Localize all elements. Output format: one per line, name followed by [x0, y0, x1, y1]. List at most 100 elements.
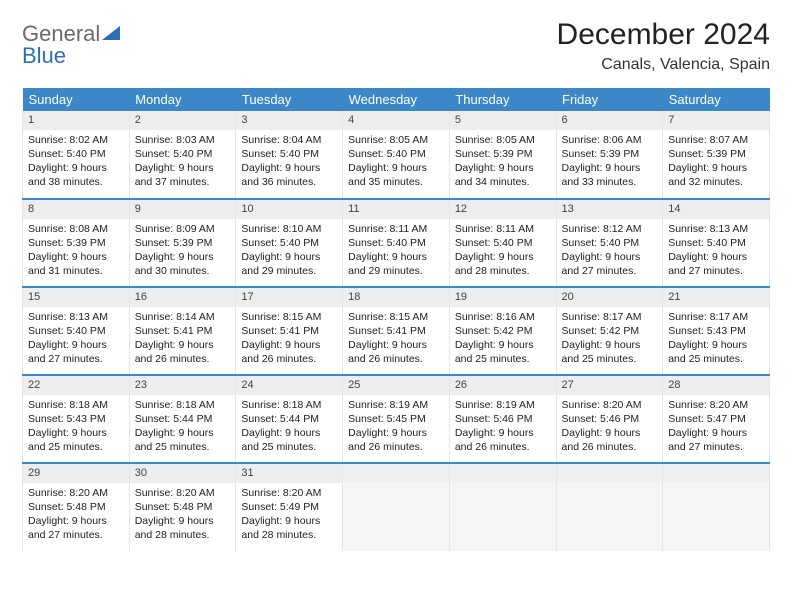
daylight-line: Daylight: 9 hours and 28 minutes.: [241, 514, 337, 542]
sunset-line: Sunset: 5:40 PM: [562, 236, 658, 250]
daylight-line: Daylight: 9 hours and 25 minutes.: [455, 338, 551, 366]
calendar-day-cell: 5Sunrise: 8:05 AMSunset: 5:39 PMDaylight…: [449, 111, 556, 199]
sunset-line: Sunset: 5:41 PM: [135, 324, 231, 338]
day-details: Sunrise: 8:07 AMSunset: 5:39 PMDaylight:…: [663, 130, 769, 194]
sunrise-line: Sunrise: 8:08 AM: [28, 222, 124, 236]
daylight-line: Daylight: 9 hours and 27 minutes.: [28, 514, 124, 542]
day-number: 6: [557, 111, 663, 130]
calendar-day-cell: 20Sunrise: 8:17 AMSunset: 5:42 PMDayligh…: [556, 287, 663, 375]
day-number: [557, 464, 663, 481]
sunrise-line: Sunrise: 8:18 AM: [135, 398, 231, 412]
sunrise-line: Sunrise: 8:18 AM: [241, 398, 337, 412]
sunrise-line: Sunrise: 8:07 AM: [668, 133, 764, 147]
day-details: Sunrise: 8:17 AMSunset: 5:43 PMDaylight:…: [663, 307, 769, 371]
sunset-line: Sunset: 5:44 PM: [135, 412, 231, 426]
sunrise-line: Sunrise: 8:20 AM: [668, 398, 764, 412]
sunrise-line: Sunrise: 8:19 AM: [348, 398, 444, 412]
calendar-day-cell: 14Sunrise: 8:13 AMSunset: 5:40 PMDayligh…: [663, 199, 770, 287]
day-details: Sunrise: 8:17 AMSunset: 5:42 PMDaylight:…: [557, 307, 663, 371]
daylight-line: Daylight: 9 hours and 27 minutes.: [668, 426, 764, 454]
weekday-header: Sunday: [23, 88, 130, 111]
sunrise-line: Sunrise: 8:15 AM: [241, 310, 337, 324]
logo-text: General Blue: [22, 24, 122, 67]
weekday-header: Wednesday: [343, 88, 450, 111]
day-number: 24: [236, 376, 342, 395]
day-number: 23: [130, 376, 236, 395]
day-details: Sunrise: 8:11 AMSunset: 5:40 PMDaylight:…: [450, 219, 556, 283]
logo-triangle-icon: [100, 24, 122, 46]
weekday-header: Monday: [129, 88, 236, 111]
sunrise-line: Sunrise: 8:12 AM: [562, 222, 658, 236]
calendar-day-cell: 10Sunrise: 8:10 AMSunset: 5:40 PMDayligh…: [236, 199, 343, 287]
daylight-line: Daylight: 9 hours and 33 minutes.: [562, 161, 658, 189]
calendar-day-cell: 12Sunrise: 8:11 AMSunset: 5:40 PMDayligh…: [449, 199, 556, 287]
day-details: Sunrise: 8:12 AMSunset: 5:40 PMDaylight:…: [557, 219, 663, 283]
sunrise-line: Sunrise: 8:11 AM: [455, 222, 551, 236]
daylight-line: Daylight: 9 hours and 26 minutes.: [348, 426, 444, 454]
daylight-line: Daylight: 9 hours and 26 minutes.: [348, 338, 444, 366]
day-details: Sunrise: 8:18 AMSunset: 5:44 PMDaylight:…: [130, 395, 236, 459]
day-number: 5: [450, 111, 556, 130]
daylight-line: Daylight: 9 hours and 25 minutes.: [135, 426, 231, 454]
day-number: 9: [130, 200, 236, 219]
calendar-day-cell: 24Sunrise: 8:18 AMSunset: 5:44 PMDayligh…: [236, 375, 343, 463]
calendar-day-cell: 16Sunrise: 8:14 AMSunset: 5:41 PMDayligh…: [129, 287, 236, 375]
sunrise-line: Sunrise: 8:02 AM: [28, 133, 124, 147]
daylight-line: Daylight: 9 hours and 25 minutes.: [668, 338, 764, 366]
header: General Blue December 2024 Canals, Valen…: [22, 18, 770, 74]
title-block: December 2024 Canals, Valencia, Spain: [557, 18, 770, 74]
day-number: 19: [450, 288, 556, 307]
sunset-line: Sunset: 5:40 PM: [348, 236, 444, 250]
sunset-line: Sunset: 5:47 PM: [668, 412, 764, 426]
sunrise-line: Sunrise: 8:10 AM: [241, 222, 337, 236]
daylight-line: Daylight: 9 hours and 26 minutes.: [562, 426, 658, 454]
day-details: Sunrise: 8:20 AMSunset: 5:48 PMDaylight:…: [23, 483, 129, 547]
sunrise-line: Sunrise: 8:17 AM: [668, 310, 764, 324]
daylight-line: Daylight: 9 hours and 29 minutes.: [241, 250, 337, 278]
daylight-line: Daylight: 9 hours and 36 minutes.: [241, 161, 337, 189]
daylight-line: Daylight: 9 hours and 37 minutes.: [135, 161, 231, 189]
calendar-day-cell: 3Sunrise: 8:04 AMSunset: 5:40 PMDaylight…: [236, 111, 343, 199]
daylight-line: Daylight: 9 hours and 26 minutes.: [241, 338, 337, 366]
calendar-day-cell: 13Sunrise: 8:12 AMSunset: 5:40 PMDayligh…: [556, 199, 663, 287]
day-details: Sunrise: 8:05 AMSunset: 5:40 PMDaylight:…: [343, 130, 449, 194]
sunrise-line: Sunrise: 8:17 AM: [562, 310, 658, 324]
sunset-line: Sunset: 5:39 PM: [28, 236, 124, 250]
day-details: Sunrise: 8:16 AMSunset: 5:42 PMDaylight:…: [450, 307, 556, 371]
day-number: 4: [343, 111, 449, 130]
day-number: 14: [663, 200, 769, 219]
sunset-line: Sunset: 5:46 PM: [455, 412, 551, 426]
daylight-line: Daylight: 9 hours and 28 minutes.: [455, 250, 551, 278]
sunset-line: Sunset: 5:40 PM: [668, 236, 764, 250]
day-details: Sunrise: 8:20 AMSunset: 5:49 PMDaylight:…: [236, 483, 342, 547]
daylight-line: Daylight: 9 hours and 28 minutes.: [135, 514, 231, 542]
sunset-line: Sunset: 5:40 PM: [28, 324, 124, 338]
daylight-line: Daylight: 9 hours and 26 minutes.: [455, 426, 551, 454]
calendar-day-cell: [449, 463, 556, 551]
calendar-day-cell: 7Sunrise: 8:07 AMSunset: 5:39 PMDaylight…: [663, 111, 770, 199]
daylight-line: Daylight: 9 hours and 25 minutes.: [28, 426, 124, 454]
day-details: Sunrise: 8:09 AMSunset: 5:39 PMDaylight:…: [130, 219, 236, 283]
sunrise-line: Sunrise: 8:13 AM: [668, 222, 764, 236]
day-details: Sunrise: 8:14 AMSunset: 5:41 PMDaylight:…: [130, 307, 236, 371]
calendar-day-cell: 30Sunrise: 8:20 AMSunset: 5:48 PMDayligh…: [129, 463, 236, 551]
day-details: Sunrise: 8:19 AMSunset: 5:46 PMDaylight:…: [450, 395, 556, 459]
daylight-line: Daylight: 9 hours and 26 minutes.: [135, 338, 231, 366]
sunrise-line: Sunrise: 8:14 AM: [135, 310, 231, 324]
day-number: 27: [557, 376, 663, 395]
calendar-day-cell: 22Sunrise: 8:18 AMSunset: 5:43 PMDayligh…: [23, 375, 130, 463]
calendar-day-cell: 18Sunrise: 8:15 AMSunset: 5:41 PMDayligh…: [343, 287, 450, 375]
calendar-day-cell: 21Sunrise: 8:17 AMSunset: 5:43 PMDayligh…: [663, 287, 770, 375]
day-number: 10: [236, 200, 342, 219]
sunrise-line: Sunrise: 8:15 AM: [348, 310, 444, 324]
sunrise-line: Sunrise: 8:09 AM: [135, 222, 231, 236]
calendar-body: 1Sunrise: 8:02 AMSunset: 5:40 PMDaylight…: [23, 111, 770, 551]
daylight-line: Daylight: 9 hours and 27 minutes.: [28, 338, 124, 366]
weekday-header: Tuesday: [236, 88, 343, 111]
day-number: 22: [23, 376, 129, 395]
logo-word-blue: Blue: [22, 43, 66, 68]
calendar-day-cell: 25Sunrise: 8:19 AMSunset: 5:45 PMDayligh…: [343, 375, 450, 463]
day-number: 2: [130, 111, 236, 130]
calendar-week-row: 15Sunrise: 8:13 AMSunset: 5:40 PMDayligh…: [23, 287, 770, 375]
calendar-day-cell: 15Sunrise: 8:13 AMSunset: 5:40 PMDayligh…: [23, 287, 130, 375]
